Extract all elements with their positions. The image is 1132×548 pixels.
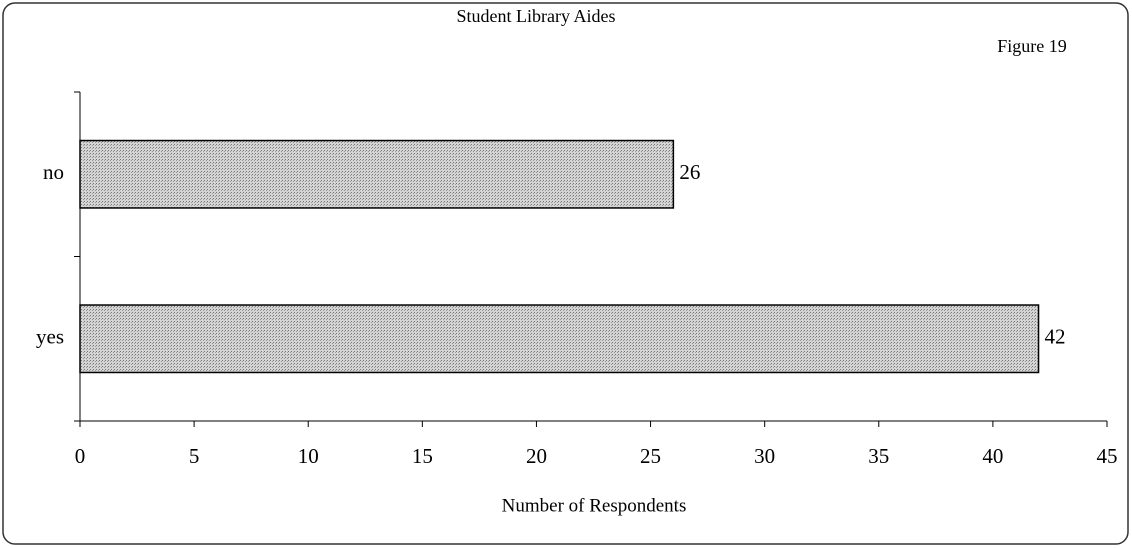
annotation: Figure 19 — [997, 36, 1067, 56]
y-tick-label: yes — [36, 325, 64, 349]
x-tick-label: 5 — [189, 444, 200, 468]
x-tick-label: 10 — [298, 444, 319, 468]
x-axis-label: Number of Respondents — [502, 495, 687, 516]
x-tick-label: 35 — [868, 444, 889, 468]
bar — [79, 304, 1040, 374]
x-tick-label: 0 — [75, 444, 86, 468]
chart-title: Student Library Aides — [457, 6, 616, 26]
x-tick-label: 20 — [526, 444, 547, 468]
x-tick-label: 30 — [754, 444, 775, 468]
data-label: 42 — [1045, 325, 1066, 349]
bar — [79, 139, 675, 209]
data-label: 26 — [679, 160, 700, 184]
y-tick-label: no — [43, 160, 64, 184]
x-tick-label: 15 — [412, 444, 433, 468]
x-tick-label: 25 — [640, 444, 661, 468]
x-tick-label: 40 — [982, 444, 1003, 468]
x-tick-label: 45 — [1097, 444, 1118, 468]
